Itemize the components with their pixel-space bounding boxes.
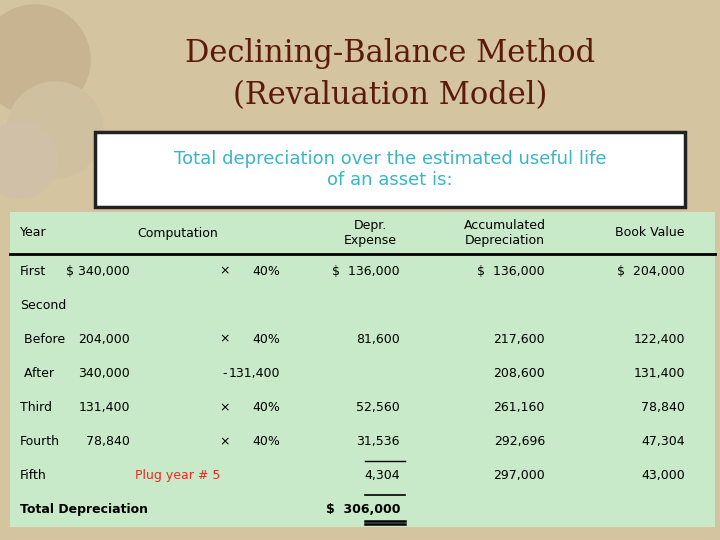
Text: 40%: 40% xyxy=(252,401,280,414)
Text: 40%: 40% xyxy=(252,333,280,346)
Text: 47,304: 47,304 xyxy=(642,435,685,448)
FancyBboxPatch shape xyxy=(95,132,685,207)
Text: $ 340,000: $ 340,000 xyxy=(66,265,130,278)
Text: Third: Third xyxy=(20,401,52,414)
Text: 40%: 40% xyxy=(252,265,280,278)
Text: Total Depreciation: Total Depreciation xyxy=(20,503,148,516)
Text: Fourth: Fourth xyxy=(20,435,60,448)
Text: First: First xyxy=(20,265,46,278)
Text: (Revaluation Model): (Revaluation Model) xyxy=(233,80,547,111)
Text: $  306,000: $ 306,000 xyxy=(325,503,400,516)
Text: Book Value: Book Value xyxy=(616,226,685,240)
Text: $  204,000: $ 204,000 xyxy=(617,265,685,278)
Text: ×: × xyxy=(220,333,230,346)
Text: Depr.
Expense: Depr. Expense xyxy=(343,219,397,247)
Text: ×: × xyxy=(220,265,230,278)
Text: Fifth: Fifth xyxy=(20,469,47,482)
Text: 340,000: 340,000 xyxy=(78,367,130,380)
Text: 261,160: 261,160 xyxy=(494,401,545,414)
FancyBboxPatch shape xyxy=(10,212,715,527)
Text: Computation: Computation xyxy=(138,226,218,240)
Text: 217,600: 217,600 xyxy=(493,333,545,346)
Text: 208,600: 208,600 xyxy=(493,367,545,380)
Text: 204,000: 204,000 xyxy=(78,333,130,346)
Text: ×: × xyxy=(220,401,230,414)
Text: 31,536: 31,536 xyxy=(356,435,400,448)
Text: After: After xyxy=(20,367,54,380)
Text: 4,304: 4,304 xyxy=(364,469,400,482)
Text: Before: Before xyxy=(20,333,65,346)
Circle shape xyxy=(0,5,90,115)
Circle shape xyxy=(7,82,103,178)
Text: Total depreciation over the estimated useful life
of an asset is:: Total depreciation over the estimated us… xyxy=(174,150,606,189)
Text: 78,840: 78,840 xyxy=(641,401,685,414)
Text: 40%: 40% xyxy=(252,435,280,448)
Text: Accumulated
Depreciation: Accumulated Depreciation xyxy=(464,219,546,247)
Text: -: - xyxy=(222,367,228,380)
Text: Second: Second xyxy=(20,299,66,312)
Circle shape xyxy=(0,122,58,198)
Text: 43,000: 43,000 xyxy=(642,469,685,482)
Text: 131,400: 131,400 xyxy=(228,367,280,380)
Text: Declining-Balance Method: Declining-Balance Method xyxy=(185,38,595,69)
Text: Year: Year xyxy=(20,226,47,240)
Text: 122,400: 122,400 xyxy=(634,333,685,346)
Text: 52,560: 52,560 xyxy=(356,401,400,414)
Text: 297,000: 297,000 xyxy=(493,469,545,482)
Text: $  136,000: $ 136,000 xyxy=(477,265,545,278)
Text: 81,600: 81,600 xyxy=(356,333,400,346)
Text: Plug year # 5: Plug year # 5 xyxy=(135,469,221,482)
Text: ×: × xyxy=(220,435,230,448)
Text: 131,400: 131,400 xyxy=(634,367,685,380)
Text: 78,840: 78,840 xyxy=(86,435,130,448)
Text: 131,400: 131,400 xyxy=(78,401,130,414)
Text: 292,696: 292,696 xyxy=(494,435,545,448)
Text: $  136,000: $ 136,000 xyxy=(333,265,400,278)
